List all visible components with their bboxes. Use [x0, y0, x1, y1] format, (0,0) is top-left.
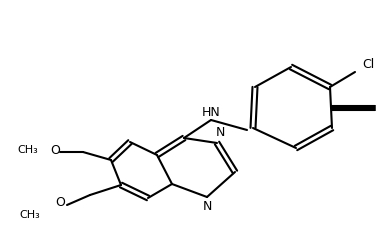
Text: O: O	[50, 143, 60, 156]
Text: HN: HN	[202, 106, 220, 119]
Text: CH₃: CH₃	[19, 210, 40, 220]
Text: N: N	[202, 200, 212, 214]
Text: O: O	[55, 197, 65, 210]
Text: Cl: Cl	[362, 59, 374, 72]
Text: N: N	[215, 126, 225, 139]
Text: CH₃: CH₃	[17, 145, 38, 155]
